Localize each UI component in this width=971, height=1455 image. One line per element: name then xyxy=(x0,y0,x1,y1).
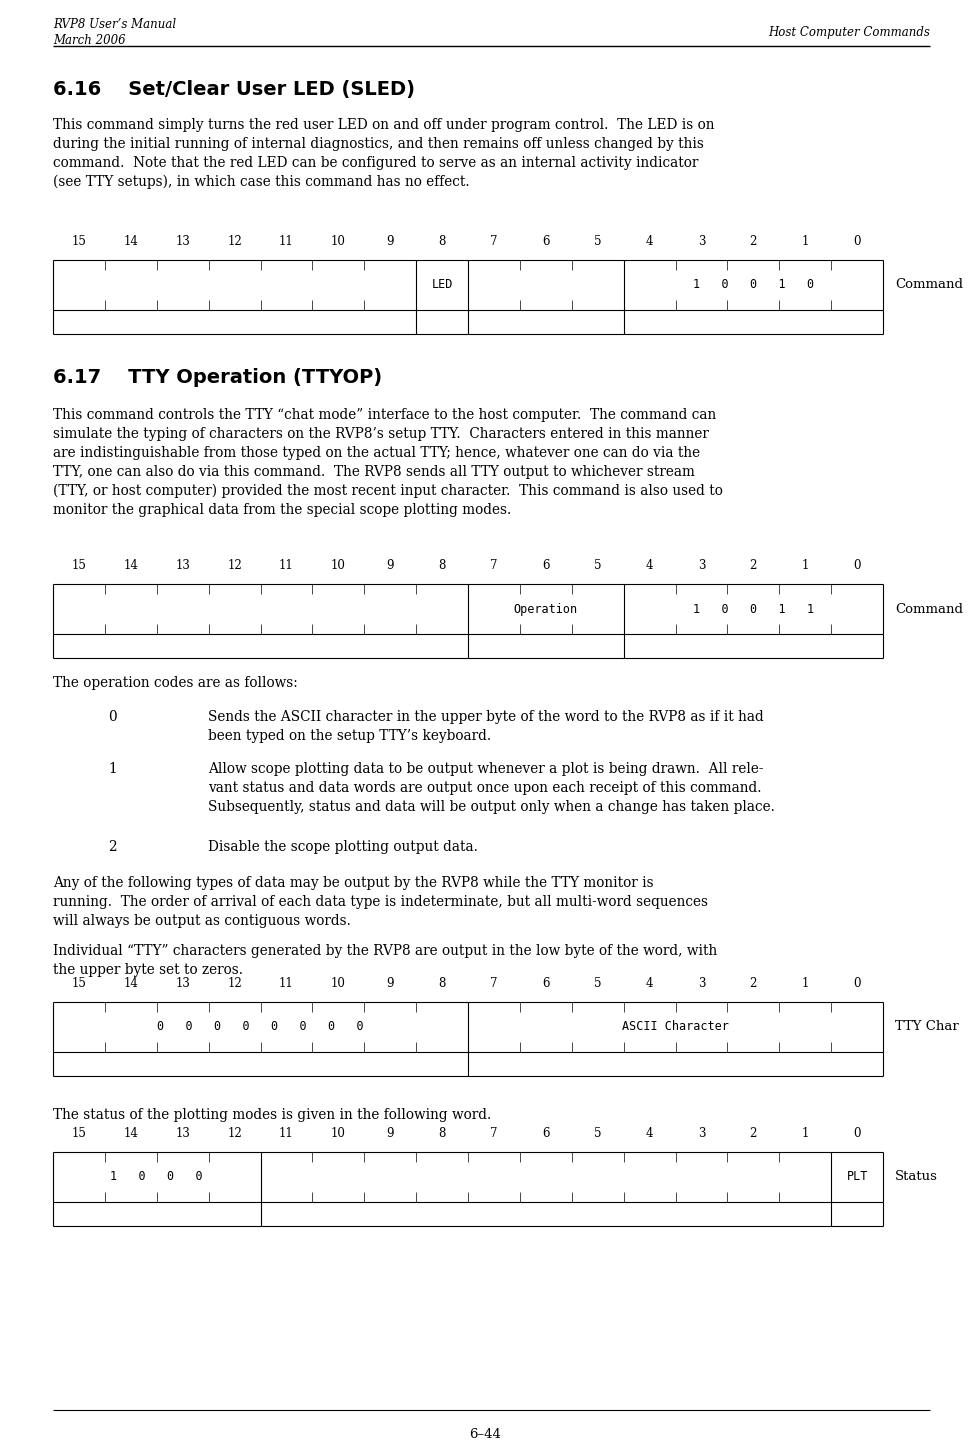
Text: The status of the plotting modes is given in the following word.: The status of the plotting modes is give… xyxy=(53,1109,491,1122)
Text: 1   0   0   1   1: 1 0 0 1 1 xyxy=(692,602,814,615)
Text: Command: Command xyxy=(895,278,963,291)
Text: 3: 3 xyxy=(698,976,705,989)
Text: TTY Char: TTY Char xyxy=(895,1020,958,1033)
Text: 8: 8 xyxy=(438,236,446,247)
Text: 15: 15 xyxy=(72,559,86,572)
Text: 6.17    TTY Operation (TTYOP): 6.17 TTY Operation (TTYOP) xyxy=(53,368,383,387)
Text: Disable the scope plotting output data.: Disable the scope plotting output data. xyxy=(208,840,478,854)
Text: 5: 5 xyxy=(594,559,601,572)
Text: The operation codes are as follows:: The operation codes are as follows: xyxy=(53,677,298,690)
Text: 14: 14 xyxy=(123,559,138,572)
Text: Operation: Operation xyxy=(514,602,578,615)
Text: 5: 5 xyxy=(594,976,601,989)
Text: 14: 14 xyxy=(123,236,138,247)
Text: 3: 3 xyxy=(698,559,705,572)
Text: 12: 12 xyxy=(227,236,242,247)
Text: 1   0   0   1   0: 1 0 0 1 0 xyxy=(692,278,814,291)
Text: Any of the following types of data may be output by the RVP8 while the TTY monit: Any of the following types of data may b… xyxy=(53,876,708,928)
Text: 14: 14 xyxy=(123,1128,138,1141)
Text: 3: 3 xyxy=(698,1128,705,1141)
Text: 0: 0 xyxy=(854,559,861,572)
Text: Allow scope plotting data to be output whenever a plot is being drawn.  All rele: Allow scope plotting data to be output w… xyxy=(208,762,775,813)
Text: 1   0   0   0: 1 0 0 0 xyxy=(111,1170,203,1183)
Text: 9: 9 xyxy=(386,236,394,247)
Text: 1: 1 xyxy=(108,762,117,776)
Text: 6.16    Set/Clear User LED (SLED): 6.16 Set/Clear User LED (SLED) xyxy=(53,80,415,99)
Text: 11: 11 xyxy=(279,559,294,572)
Text: 12: 12 xyxy=(227,1128,242,1141)
Text: 1: 1 xyxy=(801,236,809,247)
Text: 10: 10 xyxy=(331,976,346,989)
Text: 13: 13 xyxy=(175,559,190,572)
Text: 9: 9 xyxy=(386,1128,394,1141)
Text: 9: 9 xyxy=(386,976,394,989)
Text: 5: 5 xyxy=(594,236,601,247)
Text: 4: 4 xyxy=(646,1128,653,1141)
Text: This command simply turns the red user LED on and off under program control.  Th: This command simply turns the red user L… xyxy=(53,118,715,189)
Text: 1: 1 xyxy=(801,1128,809,1141)
Text: Status: Status xyxy=(895,1170,938,1183)
Text: 15: 15 xyxy=(72,1128,86,1141)
Text: 6: 6 xyxy=(542,976,550,989)
Text: 2: 2 xyxy=(750,559,757,572)
Text: 2: 2 xyxy=(108,840,117,854)
Text: 1: 1 xyxy=(801,559,809,572)
Text: Host Computer Commands: Host Computer Commands xyxy=(768,26,930,39)
Text: 11: 11 xyxy=(279,236,294,247)
Text: This command controls the TTY “chat mode” interface to the host computer.  The c: This command controls the TTY “chat mode… xyxy=(53,407,722,518)
Text: 12: 12 xyxy=(227,976,242,989)
Text: 4: 4 xyxy=(646,236,653,247)
Text: 12: 12 xyxy=(227,559,242,572)
Text: 0: 0 xyxy=(854,1128,861,1141)
Text: 7: 7 xyxy=(490,559,498,572)
Text: 6: 6 xyxy=(542,236,550,247)
Text: 2: 2 xyxy=(750,976,757,989)
Text: 10: 10 xyxy=(331,236,346,247)
Text: RVP8 User’s Manual: RVP8 User’s Manual xyxy=(53,17,176,31)
Text: 4: 4 xyxy=(646,976,653,989)
Text: 6: 6 xyxy=(542,559,550,572)
Text: 15: 15 xyxy=(72,976,86,989)
Text: ASCII Character: ASCII Character xyxy=(622,1020,729,1033)
Text: 11: 11 xyxy=(279,976,294,989)
Text: 13: 13 xyxy=(175,976,190,989)
Text: Individual “TTY” characters generated by the RVP8 are output in the low byte of : Individual “TTY” characters generated by… xyxy=(53,944,718,976)
Text: LED: LED xyxy=(431,278,452,291)
Text: 0: 0 xyxy=(108,710,117,725)
Text: Command: Command xyxy=(895,602,963,615)
Text: 5: 5 xyxy=(594,1128,601,1141)
Text: March 2006: March 2006 xyxy=(53,33,125,47)
Text: 0: 0 xyxy=(854,976,861,989)
Text: 6–44: 6–44 xyxy=(470,1427,501,1440)
Text: 0: 0 xyxy=(854,236,861,247)
Text: 8: 8 xyxy=(438,559,446,572)
Text: 8: 8 xyxy=(438,976,446,989)
Text: 10: 10 xyxy=(331,559,346,572)
Text: 11: 11 xyxy=(279,1128,294,1141)
Text: 2: 2 xyxy=(750,1128,757,1141)
Text: 10: 10 xyxy=(331,1128,346,1141)
Text: 7: 7 xyxy=(490,1128,498,1141)
Text: 15: 15 xyxy=(72,236,86,247)
Text: 13: 13 xyxy=(175,236,190,247)
Text: 3: 3 xyxy=(698,236,705,247)
Text: 13: 13 xyxy=(175,1128,190,1141)
Text: 2: 2 xyxy=(750,236,757,247)
Text: 0   0   0   0   0   0   0   0: 0 0 0 0 0 0 0 0 xyxy=(157,1020,364,1033)
Text: Sends the ASCII character in the upper byte of the word to the RVP8 as if it had: Sends the ASCII character in the upper b… xyxy=(208,710,764,744)
Text: 14: 14 xyxy=(123,976,138,989)
Text: 4: 4 xyxy=(646,559,653,572)
Text: 9: 9 xyxy=(386,559,394,572)
Text: 7: 7 xyxy=(490,976,498,989)
Text: PLT: PLT xyxy=(847,1170,868,1183)
Text: 8: 8 xyxy=(438,1128,446,1141)
Text: 7: 7 xyxy=(490,236,498,247)
Text: 1: 1 xyxy=(801,976,809,989)
Text: 6: 6 xyxy=(542,1128,550,1141)
